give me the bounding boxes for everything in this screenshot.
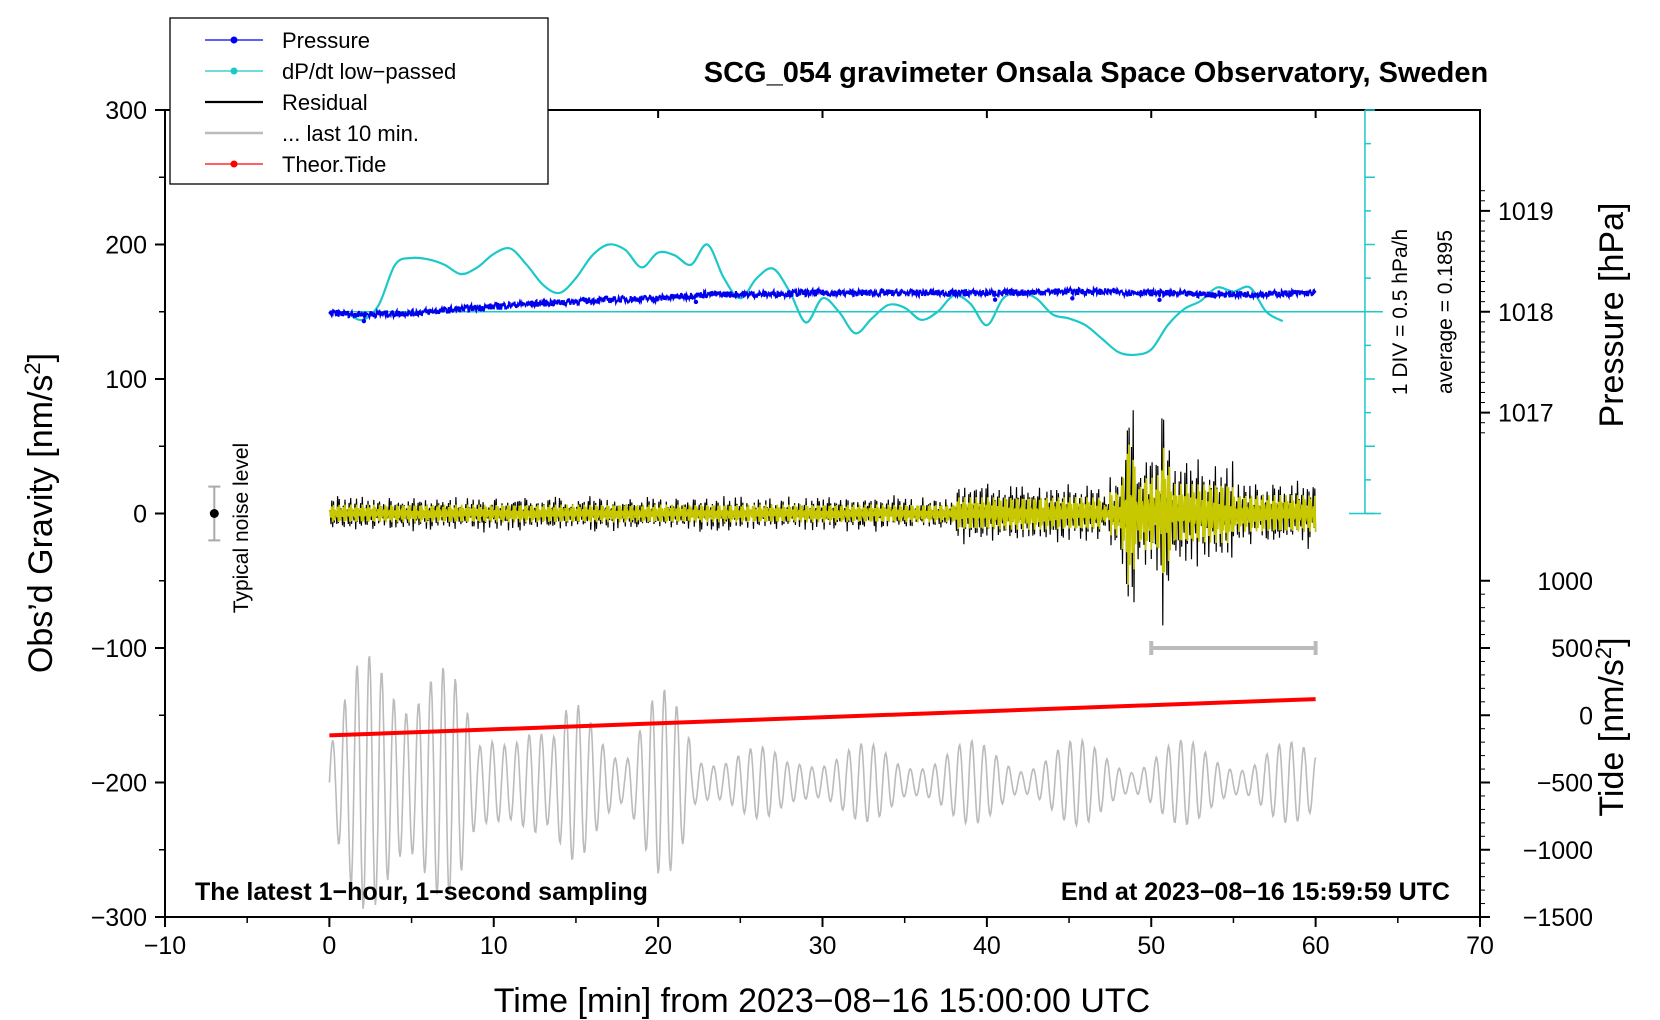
y-axis-label-left: Obs’d Gravity [nm/s2] [20, 353, 61, 673]
x-tick-label: 40 [973, 932, 1001, 960]
legend-label-last10: ... last 10 min. [282, 121, 419, 146]
pressure-tick-label: 1019 [1498, 198, 1554, 226]
dpdt-series [329, 243, 1284, 357]
y-tick-label: 300 [105, 97, 147, 125]
dpdt-scale-bar [329, 109, 1383, 515]
legend-marker-tide [230, 160, 238, 168]
dpdt-scale-average-label: average = 0.1895 [1434, 230, 1457, 394]
pressure-marker [992, 297, 998, 302]
legend-label-dpdt: dP/dt low−passed [282, 59, 456, 84]
legend-label-tide: Theor.Tide [282, 152, 386, 177]
pressure-tick-label: 1018 [1498, 299, 1554, 327]
noise-level-label: Typical noise level [230, 443, 253, 613]
chart-title: SCG_054 gravimeter Onsala Space Observat… [704, 57, 1488, 89]
pressure-marker [693, 299, 699, 305]
tide-tick-label: 1000 [1537, 568, 1593, 596]
x-tick-label: 0 [322, 932, 336, 960]
axis-ticks: −10 0 10 20 30 40 50 60 703002001000−100−200−300… [91, 97, 1593, 960]
pressure-marker [1070, 296, 1075, 301]
residual-line [328, 410, 1317, 626]
last-10-min-series [328, 655, 1317, 909]
tide-tick-label: −500 [1537, 770, 1593, 798]
bottom-right-annotation: End at 2023−08−16 15:59:59 UTC [1061, 878, 1450, 906]
y-tick-label: 200 [105, 232, 147, 260]
y-axis-label-pressure: Pressure [hPa] [1593, 203, 1631, 428]
legend-label-residual: Residual [282, 90, 368, 115]
y-tick-label: −100 [91, 635, 147, 663]
legend-item-tide: Theor.Tide [205, 152, 386, 177]
x-tick-label: 30 [809, 932, 837, 960]
annotation-markers [208, 485, 1318, 655]
y-tick-label: −200 [91, 770, 147, 798]
tide-line [329, 697, 1316, 738]
bottom-left-annotation: The latest 1−hour, 1−second sampling [195, 878, 648, 906]
noise-bar-dot [209, 509, 219, 518]
x-axis-label: Time [min] from 2023−08−16 15:00:00 UTC [494, 982, 1150, 1020]
tide-tick-label: 0 [1579, 702, 1593, 730]
legend-item-dpdt: dP/dt low−passed [205, 59, 456, 84]
y-tick-label: −300 [91, 904, 147, 932]
last-10-min-line [328, 655, 1317, 909]
y-axis-label-tide: Tide [nm/s2] [1591, 637, 1632, 816]
x-tick-label: 10 [480, 932, 508, 960]
legend-marker-pressure [230, 36, 238, 44]
legend-item-last10: ... last 10 min. [205, 121, 419, 146]
pressure-marker [361, 318, 367, 324]
legend-label-pressure: Pressure [282, 28, 370, 53]
legend-item-residual: Residual [205, 90, 368, 115]
pressure-series [328, 285, 1317, 324]
x-tick-label: 50 [1137, 932, 1165, 960]
legend-item-pressure: Pressure [205, 28, 370, 53]
residual-series [328, 410, 1317, 626]
y-tick-label: 100 [105, 366, 147, 394]
pressure-line [328, 285, 1317, 321]
x-tick-label: 70 [1466, 932, 1494, 960]
dpdt-line [329, 243, 1284, 357]
pressure-tick-label: 1017 [1498, 400, 1554, 428]
tide-tick-label: 500 [1551, 635, 1593, 663]
pressure-marker [1157, 297, 1162, 303]
legend-marker-dpdt [230, 67, 238, 75]
x-tick-label: 60 [1302, 932, 1330, 960]
theoretical-tide-series [329, 697, 1316, 738]
y-tick-label: 0 [133, 501, 147, 529]
tide-tick-label: −1000 [1523, 837, 1593, 865]
tide-tick-label: −1500 [1523, 904, 1593, 932]
residual-filtered-line [328, 444, 1317, 585]
dpdt-scale-div-label: 1 DIV = 0.5 hPa/h [1389, 229, 1412, 395]
x-tick-label: −10 [144, 932, 186, 960]
x-tick-label: 20 [644, 932, 672, 960]
